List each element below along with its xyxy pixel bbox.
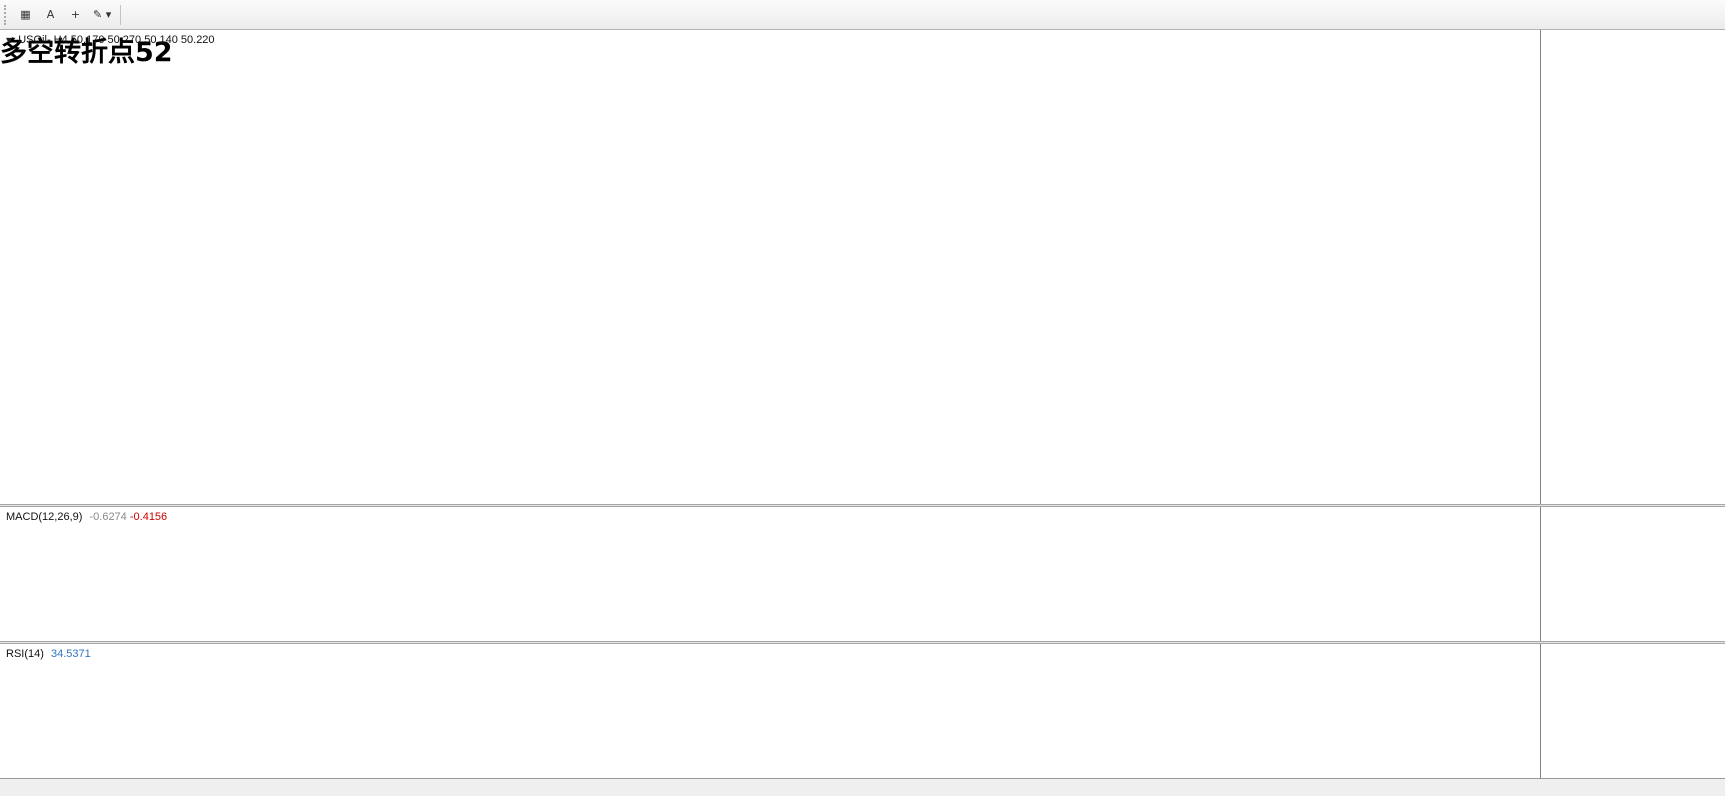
rsi-scale[interactable] (1540, 644, 1725, 778)
toolbar-grip[interactable] (4, 4, 8, 25)
crosshair-button[interactable]: + (70, 8, 81, 21)
pane-splitter[interactable] (0, 504, 1725, 507)
macd-canvas[interactable] (0, 507, 1540, 641)
pane-splitter[interactable] (0, 641, 1725, 644)
rsi-canvas[interactable] (0, 644, 1540, 778)
macd-pane[interactable]: MACD(12,26,9) -0.6274 -0.4156 (0, 507, 1540, 641)
price-axis[interactable] (1540, 30, 1725, 504)
macd-label: MACD(12,26,9) -0.6274 -0.4156 (6, 511, 167, 523)
toolbar-separator (120, 4, 122, 25)
chart-mode-icon[interactable]: ▦ (20, 8, 31, 21)
text-label-button[interactable]: A (46, 8, 55, 21)
chevron-down-icon[interactable]: ▼ (6, 36, 13, 45)
chart-annotation-text: 多空转折点52 (0, 37, 173, 68)
macd-scale[interactable] (1540, 507, 1725, 641)
macd-name: MACD(12,26,9) (6, 511, 83, 523)
rsi-name: RSI(14) (6, 648, 44, 660)
chart-workspace: ▼ USOil-,H4 50.170 50.270 50.140 50.220 … (0, 30, 1725, 796)
macd-value-main: -0.6274 (89, 511, 127, 523)
toolbar: ▦ A + ✎ ▾ (0, 0, 1725, 30)
rsi-label: RSI(14) 34.5371 (6, 648, 91, 660)
main-chart-pane[interactable]: ▼ USOil-,H4 50.170 50.270 50.140 50.220 … (0, 30, 1540, 504)
rsi-pane[interactable]: RSI(14) 34.5371 (0, 644, 1540, 778)
macd-value-signal: -0.4156 (129, 511, 168, 523)
rsi-value: 34.5371 (50, 648, 91, 660)
price-chart-canvas[interactable] (0, 30, 1540, 504)
chart-title: ▼ USOil-,H4 50.170 50.270 50.140 50.220 (6, 34, 215, 46)
draw-tools-button[interactable]: ✎ ▾ (93, 8, 112, 21)
chart-symbol-period: USOil-,H4 (18, 34, 68, 46)
chart-ohlc-values: 50.170 50.270 50.140 50.220 (70, 34, 215, 46)
time-axis[interactable] (0, 778, 1725, 796)
